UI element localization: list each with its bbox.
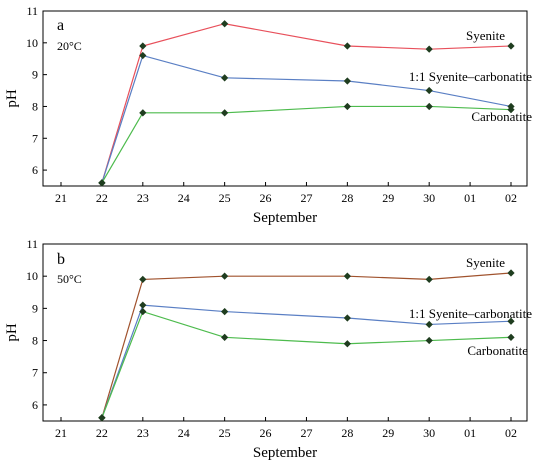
data-point-marker — [425, 275, 433, 284]
x-tick-label: 30 — [423, 426, 435, 440]
chart-panel-a: 6 7 8 9 10 11 21 22 23 24 25 26 27 28 29 30 01 02 Septembe… — [4, 4, 532, 226]
temperature-label: 20°C — [57, 39, 82, 53]
x-tick-label: 22 — [96, 426, 108, 440]
y-tick-label: 9 — [32, 68, 38, 82]
y-tick-label: 10 — [26, 36, 38, 50]
data-point-marker — [139, 301, 147, 309]
data-point-marker — [139, 109, 147, 117]
x-tick-label: 30 — [423, 191, 435, 205]
x-tick-label: 26 — [260, 426, 272, 440]
panel-letter: b — [57, 251, 65, 268]
y-tick-label: 10 — [26, 269, 38, 283]
series-line — [101, 105, 512, 184]
data-point-marker — [507, 269, 515, 277]
data-point-marker — [507, 42, 515, 50]
x-tick-label: 21 — [55, 191, 67, 205]
x-tick-label: 27 — [300, 191, 312, 205]
series-line — [101, 304, 512, 418]
y-tick-label: 8 — [32, 334, 38, 348]
series-label: 1:1 Syenite–carbonatite — [409, 69, 532, 84]
x-tick-label: 23 — [137, 426, 149, 440]
x-axis-title: September — [253, 210, 317, 226]
series-line — [101, 272, 512, 418]
y-tick-label: 8 — [32, 99, 38, 113]
data-point-marker — [221, 109, 229, 117]
x-tick-label: 27 — [300, 426, 312, 440]
data-point-marker — [343, 77, 351, 85]
x-tick-label: 29 — [382, 191, 394, 205]
x-tick-label: 24 — [178, 191, 190, 205]
series-label: Carbonatite — [467, 343, 528, 358]
series-label: Syenite — [466, 28, 505, 43]
plot-frame — [42, 243, 528, 422]
data-point-marker — [139, 51, 147, 60]
x-tick-label: 01 — [464, 191, 476, 205]
series-line — [101, 310, 512, 418]
series-line — [101, 23, 512, 183]
data-point-marker — [425, 336, 433, 345]
series-label: Carbonatite — [471, 109, 532, 124]
data-point-marker — [343, 314, 351, 322]
y-tick-label: 7 — [32, 366, 38, 380]
series-label: Syenite — [466, 255, 505, 270]
data-point-marker — [98, 414, 106, 422]
plot-frame — [42, 10, 528, 187]
x-tick-label: 28 — [341, 426, 353, 440]
data-point-marker — [425, 45, 433, 53]
data-point-marker — [507, 333, 515, 341]
x-tick-label: 25 — [219, 426, 231, 440]
y-tick-label: 9 — [32, 301, 38, 315]
y-axis-title: pH — [4, 89, 20, 108]
y-tick-label: 7 — [32, 131, 38, 145]
data-point-marker — [139, 42, 147, 50]
series-label: 1:1 Syenite–carbonatite — [409, 306, 532, 321]
x-tick-label: 22 — [96, 191, 108, 205]
x-tick-label: 02 — [505, 191, 517, 205]
data-point-marker — [98, 179, 106, 187]
data-point-marker — [343, 340, 351, 348]
series-line — [101, 54, 512, 184]
x-tick-label: 21 — [55, 426, 67, 440]
data-point-marker — [425, 320, 433, 329]
y-tick-label: 6 — [32, 398, 38, 412]
temperature-label: 50°C — [57, 272, 82, 286]
y-axis-title: pH — [4, 323, 20, 342]
data-point-marker — [221, 272, 229, 280]
data-point-marker — [139, 307, 147, 316]
panel-letter: a — [57, 17, 64, 34]
x-axis-title: September — [253, 445, 317, 461]
x-tick-label: 28 — [341, 191, 353, 205]
data-point-marker — [139, 275, 147, 284]
data-point-marker — [221, 307, 229, 316]
x-tick-label: 26 — [260, 191, 272, 205]
x-tick-label: 25 — [219, 191, 231, 205]
data-point-marker — [343, 272, 351, 280]
y-tick-label: 11 — [26, 237, 38, 251]
x-tick-label: 29 — [382, 426, 394, 440]
data-point-marker — [425, 102, 433, 111]
data-point-marker — [343, 102, 351, 111]
x-tick-label: 24 — [178, 426, 190, 440]
data-point-marker — [221, 20, 229, 28]
data-point-marker — [507, 317, 515, 325]
data-point-marker — [425, 86, 433, 95]
chart-panel-b: 6 7 8 9 10 11 21 22 23 24 25 26 27 28 29 30 01 02 Septembe… — [4, 237, 532, 461]
x-tick-label: 01 — [464, 426, 476, 440]
y-tick-label: 11 — [26, 4, 38, 18]
y-tick-label: 6 — [32, 163, 38, 177]
data-point-marker — [343, 42, 351, 50]
data-point-marker — [507, 106, 515, 114]
x-tick-label: 23 — [137, 191, 149, 205]
data-point-marker — [221, 333, 229, 341]
data-point-marker — [221, 74, 229, 82]
x-tick-label: 02 — [505, 426, 517, 440]
